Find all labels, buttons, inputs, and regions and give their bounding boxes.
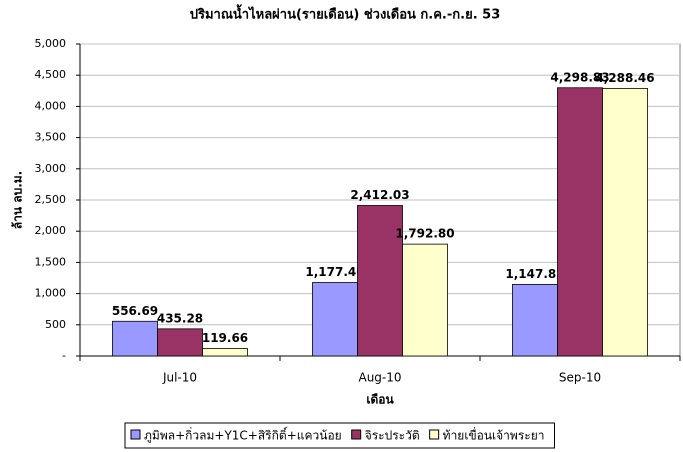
x-tick-label: Aug-10: [358, 371, 401, 385]
data-label: 435.28: [157, 311, 203, 325]
x-tick-label: Sep-10: [559, 371, 601, 385]
y-tick-label: 2,500: [35, 193, 67, 206]
y-tick-label: 3,500: [35, 131, 67, 144]
bar: [602, 88, 648, 357]
legend: [124, 422, 555, 449]
data-label: 1,177.40: [305, 265, 364, 279]
y-axis-label: ล้าน ลบ.ม.: [11, 171, 25, 229]
data-label: 4,298.83: [550, 70, 609, 84]
bar: [557, 87, 603, 357]
y-tick-label: 2,000: [35, 224, 67, 237]
data-label: 119.66: [202, 331, 248, 345]
bar: [157, 328, 203, 357]
bar: [512, 283, 558, 357]
bar: [312, 282, 358, 357]
legend-swatch: [429, 429, 440, 440]
y-tick-label: 1,000: [35, 287, 67, 300]
data-label: 1,792.80: [395, 227, 454, 241]
y-tick-label: 1,500: [35, 255, 67, 268]
bar: [112, 320, 158, 357]
x-tick-label: Jul-10: [162, 371, 197, 385]
bar: [357, 205, 403, 357]
legend-label: จิระประวัติ: [365, 429, 420, 443]
legend-swatch: [130, 429, 141, 440]
data-label: 4,288.46: [595, 71, 654, 85]
bar: [202, 348, 248, 357]
y-tick-label: 3,000: [35, 162, 67, 175]
x-axis-label: เดือน: [366, 393, 394, 407]
y-tick-label: 4,500: [35, 68, 67, 81]
data-label: 1,147.82: [505, 267, 564, 281]
y-tick-label: 5,000: [35, 37, 67, 50]
y-tick-label: 500: [45, 318, 66, 331]
legend-swatch: [351, 429, 362, 440]
data-label: 556.69: [112, 304, 158, 318]
y-tick-label: -: [62, 349, 66, 362]
bar: [402, 243, 448, 357]
y-tick-label: 4,000: [35, 99, 67, 112]
legend-label: ภูมิพล+กิ่วลม+Y1C+สิริกิติ์+แควน้อย: [144, 427, 342, 444]
data-label: 2,412.03: [350, 188, 409, 202]
chart-title: ปริมาณน้ำไหลผ่าน(รายเดือน) ช่วงเดือน ก.ค…: [190, 4, 501, 23]
legend-label: ท้ายเขื่อนเจ้าพระยา: [443, 427, 545, 443]
